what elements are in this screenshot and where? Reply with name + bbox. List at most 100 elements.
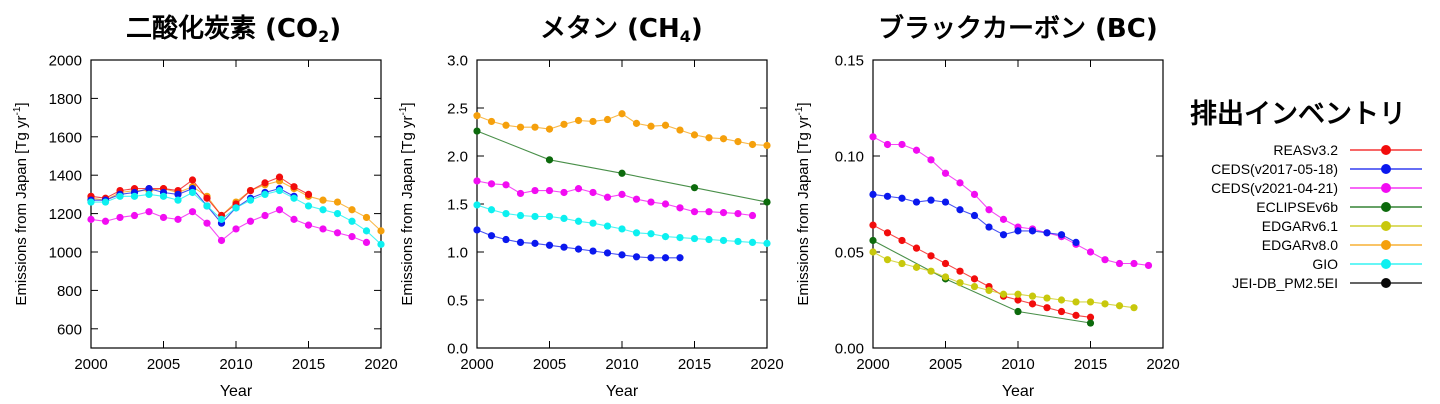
legend-label: CEDS(v2017-05-18) xyxy=(1211,161,1338,177)
data-point xyxy=(261,179,269,187)
data-point xyxy=(1057,296,1066,304)
legend-marker xyxy=(1381,183,1391,193)
data-point xyxy=(516,238,525,246)
data-point xyxy=(603,249,612,257)
data-point xyxy=(589,219,597,227)
y-axis-label: Emissions from Japan [Tg yr-1] xyxy=(398,102,416,305)
data-point xyxy=(1086,298,1095,306)
data-point xyxy=(1057,231,1066,239)
data-point xyxy=(898,259,906,268)
y-tick-label: 0.05 xyxy=(835,245,864,262)
series-gio xyxy=(473,201,771,247)
y-tick-label: 1.0 xyxy=(447,245,468,262)
data-point xyxy=(618,110,626,118)
data-point xyxy=(763,239,771,247)
data-point xyxy=(941,273,950,281)
data-point xyxy=(661,254,670,262)
x-tick-label: 2010 xyxy=(219,356,252,373)
data-point xyxy=(246,196,255,204)
x-axis-label: Year xyxy=(220,383,253,400)
data-point xyxy=(705,208,713,216)
y-tick-label: 1800 xyxy=(49,91,82,108)
data-point xyxy=(290,215,298,223)
data-point xyxy=(1086,313,1095,321)
data-point xyxy=(1014,290,1022,298)
data-point xyxy=(970,211,979,220)
data-point xyxy=(1115,259,1124,268)
data-point xyxy=(661,121,670,129)
y-tick-label: 2000 xyxy=(49,53,82,70)
x-axis-label: Year xyxy=(606,383,639,400)
data-point xyxy=(560,243,568,251)
data-point xyxy=(574,245,583,253)
y-tick-label: 0.5 xyxy=(447,293,468,310)
panel-title-co2: 二酸化炭素 (CO2) xyxy=(126,14,342,46)
data-point xyxy=(1028,300,1037,308)
data-point xyxy=(203,202,211,210)
data-point xyxy=(869,133,877,141)
data-point xyxy=(676,204,684,212)
data-point xyxy=(676,126,684,134)
legend-marker xyxy=(1381,259,1391,269)
series-eclipsev6b xyxy=(473,127,771,206)
series-ceds-v2021-04-21- xyxy=(87,206,371,246)
data-point xyxy=(246,186,255,195)
x-tick-label: 2020 xyxy=(1146,356,1179,373)
legend-label: GIO xyxy=(1312,256,1338,272)
data-point xyxy=(734,210,742,218)
data-point xyxy=(1028,292,1037,300)
legend-marker xyxy=(1381,164,1391,174)
data-point xyxy=(883,229,892,237)
data-point xyxy=(362,227,371,235)
legend-marker xyxy=(1381,202,1391,212)
data-point xyxy=(473,112,481,120)
data-point xyxy=(676,234,684,242)
data-point xyxy=(603,193,612,201)
data-point xyxy=(912,198,921,206)
data-point xyxy=(290,183,298,191)
data-point xyxy=(589,117,597,126)
data-point xyxy=(275,173,284,181)
x-tick-label: 2005 xyxy=(533,356,566,373)
data-point xyxy=(159,213,168,222)
data-point xyxy=(348,206,356,214)
legend-label: EDGARv6.1 xyxy=(1262,218,1338,234)
data-point xyxy=(999,231,1008,239)
x-tick-label: 2020 xyxy=(364,356,397,373)
data-point xyxy=(1072,238,1080,246)
y-axis-label: Emissions from Japan [Tg yr-1] xyxy=(12,102,30,305)
y-tick-label: 0.10 xyxy=(835,149,864,166)
chart-panel-2: 0.00 0.05 0.10 0.15 2000 2005 2010 2015 2020 Year… xyxy=(794,53,1180,401)
data-point xyxy=(101,198,110,206)
series-ceds-v2017-05-18- xyxy=(473,226,684,262)
data-point xyxy=(362,213,371,222)
data-point xyxy=(869,190,877,198)
data-point xyxy=(473,201,481,209)
data-point xyxy=(618,190,626,198)
series-line xyxy=(90,176,309,217)
data-point xyxy=(1101,256,1109,264)
data-point xyxy=(1072,311,1080,319)
data-point xyxy=(531,123,539,131)
data-point xyxy=(188,188,197,197)
data-point xyxy=(632,253,641,261)
data-point xyxy=(487,232,496,240)
data-point xyxy=(999,290,1008,298)
data-point xyxy=(516,189,525,198)
data-point xyxy=(1130,259,1138,268)
data-point xyxy=(869,248,877,256)
data-point xyxy=(188,208,197,216)
data-point xyxy=(690,184,699,192)
legend-marker xyxy=(1381,221,1391,231)
legend-label: REASv3.2 xyxy=(1273,142,1338,158)
series-ceds-v2017-05-18- xyxy=(869,190,1080,246)
y-tick-label: 0.00 xyxy=(835,341,864,358)
data-point xyxy=(1057,307,1066,316)
data-point xyxy=(927,252,935,260)
x-tick-label: 2015 xyxy=(678,356,711,373)
plot-frame xyxy=(476,59,768,349)
y-tick-label: 1400 xyxy=(49,168,82,185)
data-point xyxy=(574,116,583,125)
data-point xyxy=(116,192,124,200)
